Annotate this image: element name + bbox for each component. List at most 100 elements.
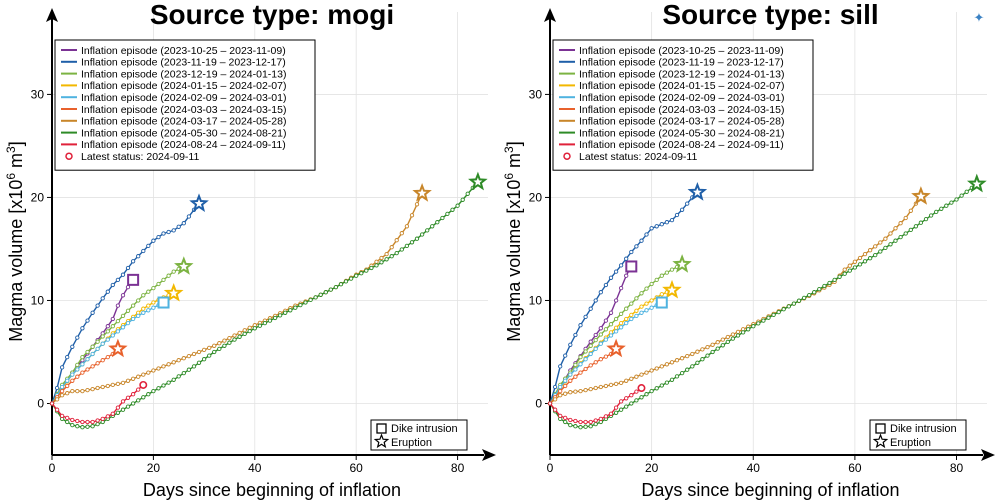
data-point xyxy=(125,395,131,400)
data-point xyxy=(873,252,878,258)
data-point xyxy=(171,228,176,233)
data-point xyxy=(629,249,634,255)
data-point xyxy=(898,221,903,226)
data-point xyxy=(563,353,568,358)
legend-entry: Inflation episode (2023-11-19 – 2023-12-… xyxy=(579,57,784,69)
data-point xyxy=(130,259,136,264)
data-point xyxy=(232,333,237,338)
data-point xyxy=(588,424,593,429)
data-point xyxy=(618,399,624,404)
data-point xyxy=(563,391,568,396)
data-point xyxy=(563,383,568,389)
data-point xyxy=(573,332,578,338)
data-point xyxy=(277,313,283,318)
legend-entry: Inflation episode (2024-02-09 – 2024-03-… xyxy=(579,92,784,104)
data-point xyxy=(440,215,445,221)
data-point xyxy=(603,337,609,342)
data-point xyxy=(588,306,593,311)
data-point xyxy=(141,372,146,377)
data-point xyxy=(593,337,598,343)
data-point xyxy=(908,208,913,213)
y-axis-label-part: Magma volume [x10 xyxy=(6,180,26,342)
data-point xyxy=(95,418,100,423)
data-point xyxy=(578,323,583,328)
data-point xyxy=(568,390,573,395)
data-point xyxy=(883,236,888,241)
data-point xyxy=(120,325,126,330)
data-point xyxy=(75,418,80,424)
data-point xyxy=(593,418,598,423)
sparkle-icon[interactable]: ✦ xyxy=(973,11,985,26)
data-point xyxy=(156,366,161,371)
data-point xyxy=(659,364,664,369)
data-point xyxy=(583,366,588,372)
data-point xyxy=(679,370,685,376)
data-point xyxy=(913,224,919,229)
data-point xyxy=(634,296,639,301)
data-point xyxy=(171,377,176,382)
data-point xyxy=(588,351,593,357)
data-point xyxy=(878,249,883,254)
data-point xyxy=(598,332,603,337)
y-axis-label-part: ] xyxy=(504,141,524,146)
data-point xyxy=(801,295,807,301)
data-point xyxy=(59,393,65,398)
data-point xyxy=(598,290,603,295)
data-point xyxy=(70,388,75,394)
data-point xyxy=(710,342,715,347)
data-point xyxy=(568,422,573,428)
data-point xyxy=(141,395,146,400)
data-point xyxy=(934,209,939,215)
data-point xyxy=(598,341,603,346)
data-point xyxy=(756,321,761,326)
data-point xyxy=(242,331,247,337)
data-point xyxy=(54,407,60,412)
data-point xyxy=(125,404,131,409)
data-point xyxy=(115,303,121,308)
data-point xyxy=(598,416,603,422)
data-point xyxy=(75,374,80,379)
data-point xyxy=(644,301,649,306)
data-point xyxy=(593,346,598,352)
legend-box xyxy=(54,39,316,171)
data-point xyxy=(146,392,151,397)
data-point xyxy=(563,419,568,425)
data-point xyxy=(558,388,563,394)
data-point xyxy=(558,413,563,419)
data-point xyxy=(95,421,100,427)
data-point xyxy=(100,341,105,346)
legend-entry: Inflation episode (2023-10-25 – 2023-11-… xyxy=(579,45,784,57)
marker-legend-box xyxy=(370,419,468,451)
data-point xyxy=(359,271,364,276)
data-point xyxy=(75,367,80,372)
data-point xyxy=(141,248,146,254)
data-point xyxy=(893,226,898,231)
data-point xyxy=(404,224,410,229)
data-point xyxy=(136,387,141,392)
data-point xyxy=(100,334,105,339)
data-point xyxy=(618,325,624,330)
y-tick-label: 30 xyxy=(529,87,543,101)
data-point xyxy=(212,343,217,348)
data-point xyxy=(878,240,883,245)
data-point xyxy=(822,283,827,289)
data-point xyxy=(146,303,151,308)
dike-intrusion-icon xyxy=(875,423,886,434)
data-point xyxy=(568,378,573,383)
data-point xyxy=(414,236,420,241)
x-tick-label: 60 xyxy=(350,461,364,475)
y-axis-label-part: 6 xyxy=(502,173,516,180)
data-point xyxy=(649,281,654,287)
data-point xyxy=(735,333,741,338)
y-axis-arrow-icon xyxy=(544,8,556,22)
y-axis-label-part: 6 xyxy=(4,173,18,180)
data-point xyxy=(552,407,558,412)
data-point xyxy=(85,367,90,372)
data-point xyxy=(374,263,379,268)
data-point xyxy=(629,393,634,398)
data-point xyxy=(679,356,685,361)
data-point xyxy=(862,251,868,257)
data-point xyxy=(669,360,675,365)
marker-legend: Dike intrusion Eruption xyxy=(869,419,967,451)
